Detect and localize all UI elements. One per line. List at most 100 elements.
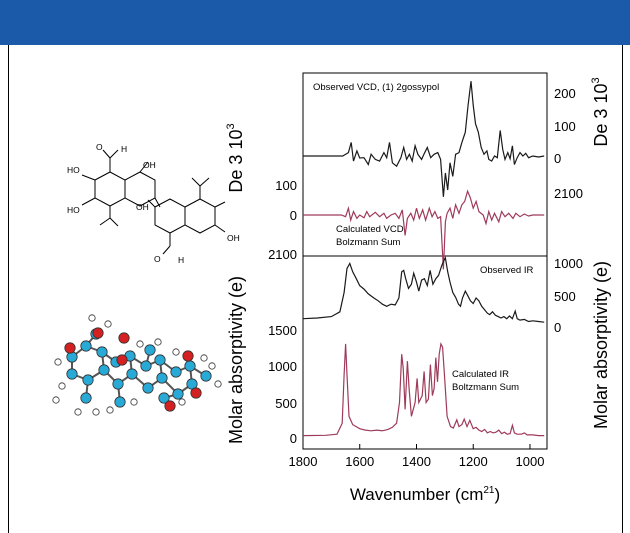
- carbon-atom: [170, 366, 182, 378]
- x-tick-label: 1200: [459, 454, 488, 469]
- carbon-atom: [82, 374, 94, 386]
- calculated-vcd-line: [303, 189, 545, 270]
- carbon-atom: [154, 354, 166, 366]
- gossypol-structure-drawing: [81, 149, 226, 255]
- atom-label-oh-3: OH: [227, 233, 240, 243]
- x-axis-title: Wavenumber (cm21): [350, 485, 500, 504]
- carbon-atom: [156, 372, 168, 384]
- right-ir-tick-label: 1000: [554, 256, 583, 271]
- hydrogen-atom: [54, 358, 62, 366]
- carbon-atom: [96, 346, 108, 358]
- carbon-atom: [158, 392, 170, 404]
- atom-label-oh-1: OH: [143, 160, 156, 170]
- left-ir-tick-label: 0: [290, 431, 297, 446]
- atom-label-h-top: H: [121, 144, 127, 154]
- panel-label-calculated-vcd-line2: Bolzmann Sum: [336, 237, 401, 248]
- left-vcd-axis-title: De 3 103: [225, 123, 246, 192]
- carbon-atom: [80, 392, 92, 404]
- right-ir-tick-label: 0: [554, 320, 561, 335]
- x-tick-label: 1600: [345, 454, 374, 469]
- carbon-atom: [184, 360, 196, 372]
- ball-and-stick-model: [52, 314, 222, 416]
- right-ir-axis-title: Molar absorptivity (e): [591, 261, 611, 429]
- axis-ticks: 1800 1600 1400 1200 100010002100150010005000…: [268, 86, 583, 469]
- carbon-atom: [66, 351, 78, 363]
- right-vcd-tick-label: 200: [554, 86, 576, 101]
- plot-frame: [302, 72, 548, 450]
- carbon-atom: [112, 378, 124, 390]
- ring-c: [154, 198, 186, 234]
- right-ir-tick-label: 500: [554, 289, 576, 304]
- atom-label-ho-2: HO: [67, 205, 80, 215]
- left-vcd-tick-label: 100: [275, 178, 297, 193]
- atom-label-o-bottom: O: [154, 254, 161, 264]
- panel-label-calculated-ir-line1: Calculated IR: [452, 369, 509, 380]
- carbon-atom: [142, 382, 154, 394]
- carbon-atom: [114, 396, 126, 408]
- carbon-atom: [144, 344, 156, 356]
- observed-vcd-line: [303, 81, 545, 197]
- hydrogen-atom: [52, 396, 60, 404]
- oxygen-atom: [118, 332, 130, 344]
- left-ir-tick-label: 500: [275, 396, 297, 411]
- hydrogen-atom: [74, 408, 82, 416]
- hydrogen-atom: [172, 348, 180, 356]
- panel-label-calculated-vcd-line1: Calculated VCD: [336, 224, 404, 235]
- structure-labels: HO HO O H OH OH OH O H: [67, 142, 240, 265]
- oxygen-atom: [190, 387, 202, 399]
- ring-d: [184, 198, 216, 234]
- observed-ir-line: [302, 256, 545, 323]
- carbon-atom: [200, 370, 212, 382]
- left-vcd-tick-label: 0: [290, 208, 297, 223]
- right-vcd-tick-label: 0: [554, 151, 561, 166]
- atom-label-o-top: O: [96, 142, 103, 152]
- ring-a: [94, 171, 126, 207]
- hydrogen-atom: [136, 340, 144, 348]
- carbon-atom: [66, 368, 78, 380]
- x-tick-label: 1800: [289, 454, 318, 469]
- carbon-atom: [172, 388, 184, 400]
- oxygen-atom: [182, 350, 194, 362]
- panel-label-observed-vcd: Observed VCD, (1) 2gossypol: [313, 82, 439, 93]
- hydrogen-atom: [214, 380, 222, 388]
- hydrogen-atom: [58, 382, 66, 390]
- hydrogen-atom: [104, 320, 112, 328]
- atom-label-oh-2: OH: [136, 202, 149, 212]
- left-vcd-tick-label: 2100: [268, 247, 297, 262]
- oxygen-atom: [92, 327, 104, 339]
- atom-label-h-bottom: H: [178, 255, 184, 265]
- panel-label-calculated-ir-line2: Boltzmann Sum: [452, 382, 519, 393]
- hydrogen-atom: [208, 362, 216, 370]
- x-tick-label: 1400: [402, 454, 431, 469]
- right-vcd-tick-label: 2100: [554, 186, 583, 201]
- oxygen-atom: [164, 400, 176, 412]
- hydrogen-atom: [130, 398, 138, 406]
- oxygen-atom: [116, 354, 128, 366]
- left-ir-axis-title: Molar absorptivity (e): [226, 276, 246, 444]
- calculated-ir-line: [302, 341, 545, 437]
- hydrogen-atom: [88, 314, 96, 322]
- carbon-atom: [98, 364, 110, 376]
- hydrogen-atom: [200, 354, 208, 362]
- carbon-atom: [126, 368, 138, 380]
- frame-left-border: [8, 45, 9, 533]
- right-vcd-tick-label: 100: [554, 119, 576, 134]
- hydrogen-atom: [106, 406, 114, 414]
- header-banner: [0, 0, 630, 45]
- hydrogen-atom: [92, 408, 100, 416]
- hydrogen-atom: [178, 398, 186, 406]
- carbon-atom: [140, 360, 152, 372]
- hydrogen-atom: [154, 338, 162, 346]
- oxygen-atom: [64, 342, 76, 354]
- atom-label-ho-1: HO: [67, 165, 80, 175]
- ring-b: [124, 171, 156, 207]
- x-tick-label: 1000: [516, 454, 545, 469]
- left-ir-tick-label: 1000: [268, 359, 297, 374]
- panel-label-observed-ir: Observed IR: [480, 265, 533, 276]
- carbon-atom: [80, 340, 92, 352]
- frame-right-border: [622, 45, 623, 533]
- right-vcd-axis-title: De 3 103: [590, 77, 611, 146]
- left-ir-tick-label: 1500: [268, 323, 297, 338]
- spectra-lines: [302, 81, 545, 437]
